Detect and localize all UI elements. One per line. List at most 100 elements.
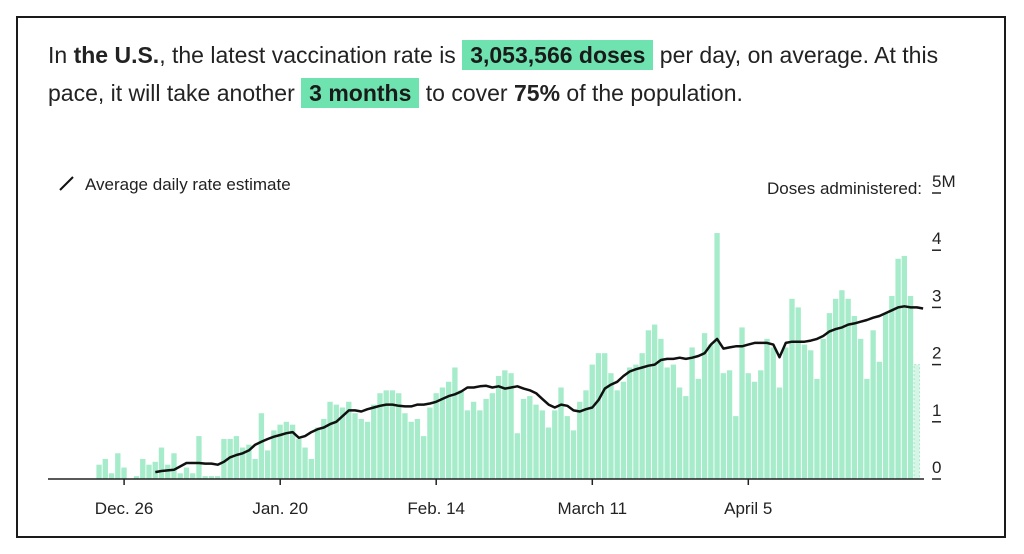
bar	[764, 338, 770, 479]
bar	[221, 438, 227, 479]
bar	[158, 447, 165, 479]
bar	[739, 327, 745, 479]
bar	[570, 430, 577, 479]
bar	[302, 447, 308, 479]
bar	[882, 313, 889, 479]
bar	[664, 367, 670, 479]
headline: In the U.S., the latest vaccination rate…	[48, 40, 939, 108]
bar	[783, 347, 789, 479]
bar	[346, 401, 352, 479]
bar	[901, 255, 908, 479]
bar	[907, 295, 914, 479]
bar	[857, 338, 864, 479]
bar	[864, 378, 870, 479]
bar	[814, 378, 820, 479]
bar	[552, 410, 558, 479]
bar	[190, 473, 196, 479]
bar	[196, 436, 202, 479]
bar	[339, 407, 346, 479]
bar	[327, 401, 333, 479]
bar	[602, 353, 608, 479]
bar	[745, 373, 751, 479]
bar	[352, 413, 358, 479]
bar	[439, 387, 446, 479]
bar	[271, 430, 277, 479]
bar	[533, 404, 539, 479]
bar	[483, 398, 489, 479]
duration-highlight: 3 months	[301, 78, 420, 108]
bar	[789, 298, 795, 479]
bar	[227, 438, 233, 479]
bar	[614, 390, 620, 479]
bar	[308, 458, 314, 479]
bar	[321, 418, 327, 479]
bar	[695, 378, 702, 479]
coverage-percent: 75%	[513, 80, 561, 106]
bar	[876, 361, 883, 479]
bar	[870, 330, 876, 479]
bar	[333, 404, 339, 479]
bar	[539, 410, 545, 479]
bar	[820, 338, 826, 479]
bar	[458, 390, 464, 479]
bar	[708, 344, 714, 479]
bar	[464, 410, 471, 479]
bar	[102, 458, 108, 479]
bar	[801, 344, 808, 479]
bar	[527, 396, 533, 479]
bar	[826, 313, 833, 479]
legend-line-icon	[59, 176, 74, 191]
bar	[683, 396, 689, 479]
y-tick-label: 4	[932, 229, 941, 248]
bar	[283, 421, 290, 479]
bar	[913, 364, 920, 480]
bar	[658, 338, 664, 479]
bar	[152, 461, 158, 479]
bars-group	[96, 233, 920, 480]
bar	[845, 298, 851, 479]
bar	[714, 233, 720, 479]
bar	[558, 387, 564, 479]
bar	[377, 393, 383, 479]
bar	[277, 424, 283, 479]
bar	[421, 436, 427, 479]
bar	[427, 407, 433, 479]
bar	[751, 381, 758, 479]
bar	[651, 324, 658, 479]
bar	[314, 427, 321, 479]
y-tick-label: 0	[932, 458, 941, 477]
bar	[502, 370, 508, 479]
bar	[171, 453, 177, 479]
bar	[358, 418, 364, 479]
y-axis: 0 1 2 3 4 5M	[932, 172, 956, 480]
bar	[839, 290, 845, 479]
bar	[108, 473, 115, 479]
bar	[115, 453, 121, 479]
bar	[215, 476, 221, 479]
bar	[96, 464, 102, 479]
bar	[414, 418, 421, 479]
x-axis: Dec. 26 Jan. 20 Feb. 14 March 11 April 5	[95, 479, 772, 518]
bar	[564, 416, 570, 479]
bar	[689, 347, 695, 479]
rate-highlight: 3,053,566 doses	[462, 40, 654, 70]
bar	[296, 438, 302, 479]
bar	[408, 421, 414, 479]
average-rate-line	[155, 305, 924, 474]
bar	[676, 387, 683, 479]
bar	[208, 476, 215, 479]
axis-title: Doses administered:	[767, 179, 922, 198]
bar	[701, 333, 708, 479]
bar	[202, 476, 208, 479]
bar	[733, 416, 739, 479]
bar	[508, 373, 514, 479]
bar	[140, 458, 146, 479]
bar	[776, 387, 783, 479]
bar	[795, 307, 801, 479]
bar	[720, 373, 726, 479]
bar	[726, 370, 733, 479]
x-tick-label: Feb. 14	[407, 499, 465, 518]
bar	[433, 393, 439, 479]
bar	[851, 315, 858, 479]
y-tick-label: 5M	[932, 172, 956, 191]
